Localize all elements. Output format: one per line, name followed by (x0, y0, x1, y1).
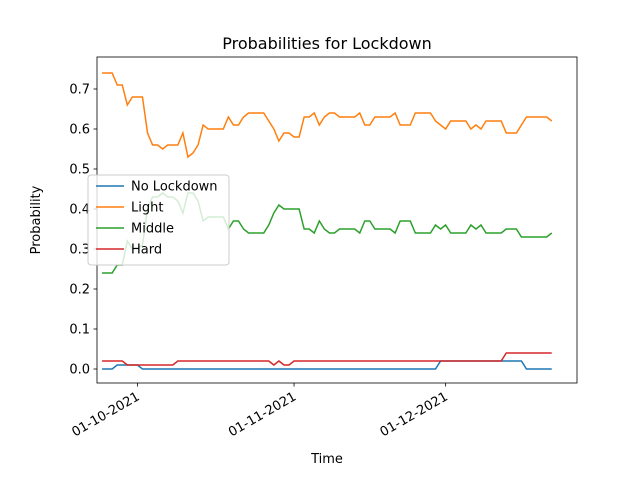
chart-title: Probabilities for Lockdown (222, 34, 432, 53)
legend-box (87, 174, 230, 266)
y-tick-label: 0.0 (69, 363, 90, 378)
y-axis-label: Probability (29, 185, 44, 254)
x-axis-label: Time (310, 452, 343, 467)
legend-label: Hard (131, 243, 162, 258)
series-line (102, 72, 553, 159)
y-tick-label: 0.5 (69, 163, 90, 178)
y-tick-label: 0.6 (69, 123, 90, 138)
legend-label: Middle (131, 222, 174, 237)
legend-label: No Lockdown (131, 180, 218, 195)
y-tick-label: 0.7 (69, 83, 90, 98)
legend: No Lockdown Light Middle Hard (87, 174, 230, 266)
y-tick-label: 0.3 (69, 243, 90, 258)
y-tick-label: 0.2 (69, 283, 90, 298)
y-tick-label: 0.4 (69, 203, 90, 218)
series-line (102, 352, 552, 366)
y-tick-label: 0.1 (69, 323, 90, 338)
legend-label: Light (131, 201, 163, 216)
